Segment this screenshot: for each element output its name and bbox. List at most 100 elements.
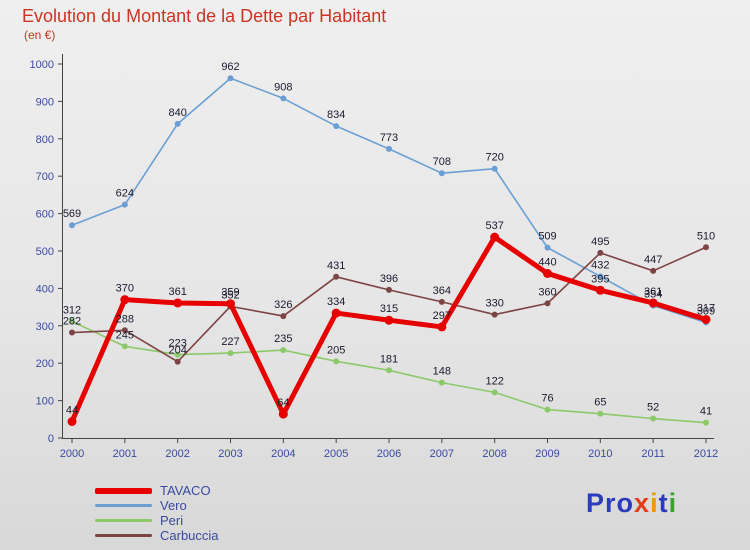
proxiti-logo-letter: P: [586, 488, 606, 518]
svg-text:800: 800: [36, 134, 54, 146]
svg-text:908: 908: [274, 81, 292, 93]
debt-evolution-line-chart: 0 100 200 300 400 500 600 700 800 900 1000 2000 2001…: [30, 54, 718, 460]
svg-text:400: 400: [36, 283, 54, 295]
svg-text:395: 395: [591, 273, 609, 285]
svg-text:2005: 2005: [324, 448, 348, 460]
legend-swatch-vero: [95, 504, 152, 507]
svg-text:2002: 2002: [165, 448, 189, 460]
svg-text:200: 200: [36, 358, 54, 370]
svg-text:440: 440: [538, 256, 556, 268]
svg-text:431: 431: [327, 260, 345, 272]
chart-legend: TAVACO Vero Peri Carbuccia: [95, 484, 219, 542]
svg-text:300: 300: [36, 321, 54, 333]
svg-text:317: 317: [697, 302, 715, 314]
svg-text:495: 495: [591, 236, 609, 248]
svg-text:315: 315: [380, 303, 398, 315]
svg-text:44: 44: [66, 405, 78, 417]
svg-text:2003: 2003: [218, 448, 242, 460]
svg-text:334: 334: [327, 296, 345, 308]
chart-title: Evolution du Montant de la Dette par Hab…: [22, 6, 387, 26]
svg-text:396: 396: [380, 273, 398, 285]
svg-text:148: 148: [433, 366, 451, 378]
proxiti-logo: Proxiti: [586, 488, 677, 519]
legend-item-vero: Vero: [95, 499, 219, 512]
svg-text:65: 65: [594, 397, 606, 409]
svg-text:52: 52: [647, 402, 659, 414]
svg-text:361: 361: [644, 286, 662, 298]
svg-text:64: 64: [277, 397, 289, 409]
svg-text:624: 624: [116, 188, 134, 200]
legend-swatch-peri: [95, 519, 152, 522]
svg-text:364: 364: [433, 285, 451, 297]
svg-text:509: 509: [538, 231, 556, 243]
legend-swatch-carbuccia: [95, 534, 152, 537]
svg-text:2004: 2004: [271, 448, 295, 460]
svg-text:700: 700: [36, 171, 54, 183]
svg-text:309: 309: [697, 305, 715, 317]
svg-text:2011: 2011: [641, 448, 665, 460]
svg-text:569: 569: [63, 208, 81, 220]
svg-text:181: 181: [380, 353, 398, 365]
legend-item-tavaco: TAVACO: [95, 484, 219, 497]
proxiti-logo-letter: i: [650, 488, 659, 518]
svg-text:2008: 2008: [482, 448, 506, 460]
legend-item-peri: Peri: [95, 514, 219, 527]
svg-text:297: 297: [433, 310, 451, 322]
legend-label: Peri: [160, 513, 184, 528]
svg-text:312: 312: [63, 304, 81, 316]
svg-text:1000: 1000: [30, 59, 54, 71]
svg-text:2007: 2007: [430, 448, 454, 460]
svg-text:962: 962: [221, 61, 239, 73]
svg-text:500: 500: [36, 246, 54, 258]
legend-label: Carbuccia: [160, 528, 219, 543]
legend-item-carbuccia: Carbuccia: [95, 529, 219, 542]
svg-text:359: 359: [221, 287, 239, 299]
legend-label: TAVACO: [160, 483, 211, 498]
proxiti-logo-letter: i: [668, 488, 678, 518]
svg-text:600: 600: [36, 209, 54, 221]
svg-text:360: 360: [538, 286, 556, 298]
svg-text:2006: 2006: [377, 448, 401, 460]
svg-text:227: 227: [221, 336, 239, 348]
svg-text:2012: 2012: [694, 448, 718, 460]
svg-text:432: 432: [591, 259, 609, 271]
svg-text:773: 773: [380, 132, 398, 144]
svg-text:326: 326: [274, 299, 292, 311]
svg-text:708: 708: [433, 156, 451, 168]
svg-text:2010: 2010: [588, 448, 612, 460]
svg-text:361: 361: [168, 286, 186, 298]
svg-text:2001: 2001: [113, 448, 137, 460]
svg-text:2000: 2000: [60, 448, 84, 460]
svg-text:235: 235: [274, 333, 292, 345]
svg-text:245: 245: [116, 329, 134, 341]
svg-text:76: 76: [541, 393, 553, 405]
svg-text:834: 834: [327, 109, 345, 121]
svg-text:100: 100: [36, 396, 54, 408]
legend-label: Vero: [160, 498, 187, 513]
chart-subtitle: (en €): [24, 28, 56, 42]
svg-text:720: 720: [485, 152, 503, 164]
legend-swatch-tavaco: [95, 487, 152, 494]
proxiti-logo-letter: r: [605, 488, 617, 518]
svg-text:840: 840: [168, 107, 186, 119]
svg-text:370: 370: [116, 283, 134, 295]
svg-text:537: 537: [485, 220, 503, 232]
svg-text:900: 900: [36, 96, 54, 108]
svg-text:0: 0: [48, 433, 54, 445]
svg-text:41: 41: [700, 406, 712, 418]
proxiti-logo-letter: x: [634, 488, 651, 518]
svg-text:288: 288: [116, 313, 134, 325]
svg-text:330: 330: [485, 298, 503, 310]
svg-text:2009: 2009: [535, 448, 559, 460]
svg-text:122: 122: [485, 375, 503, 387]
svg-text:223: 223: [168, 338, 186, 350]
svg-text:282: 282: [63, 316, 81, 328]
svg-text:205: 205: [327, 344, 345, 356]
svg-text:510: 510: [697, 230, 715, 242]
proxiti-logo-letter: t: [658, 488, 669, 518]
svg-text:204: 204: [168, 345, 186, 357]
svg-text:447: 447: [644, 254, 662, 266]
proxiti-logo-letter: o: [616, 488, 635, 518]
svg-text:352: 352: [221, 289, 239, 301]
